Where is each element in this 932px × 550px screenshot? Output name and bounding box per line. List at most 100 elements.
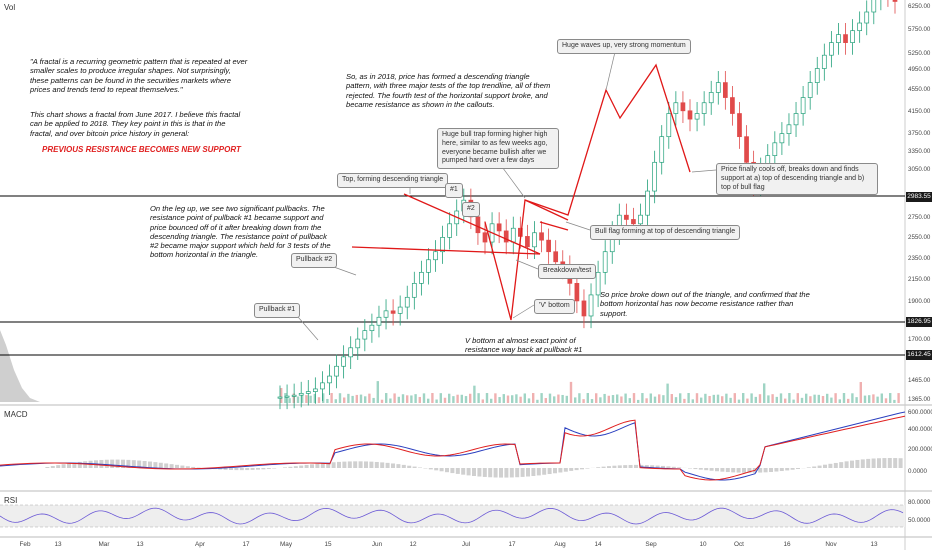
candle-body <box>730 97 735 114</box>
callout-bull-trap: Huge bull trap forming higher high here,… <box>437 128 559 169</box>
volume-bar <box>296 396 300 403</box>
price-tick-label: 3350.00 <box>908 148 931 155</box>
volume-bar <box>477 393 480 403</box>
volume-bar <box>700 397 703 403</box>
volume-bar <box>670 394 673 403</box>
level-tag-1612: 1612.45 <box>906 350 932 360</box>
macd-histogram-bar <box>326 462 331 468</box>
volume-bar <box>637 399 640 403</box>
volume-bar <box>540 393 543 403</box>
volume-bar <box>435 399 438 403</box>
macd-histogram-bar <box>671 466 676 468</box>
macd-histogram-bar <box>882 458 887 468</box>
candle-body <box>744 136 749 163</box>
macd-histogram-bar <box>860 459 865 468</box>
price-tick-label: 2150.00 <box>908 276 931 283</box>
price-tick-label: 2550.00 <box>908 234 931 241</box>
symbol-label: Vol <box>4 3 16 12</box>
macd-histogram-bar <box>358 461 363 468</box>
volume-bar <box>805 393 808 403</box>
macd-histogram-bar <box>347 461 352 468</box>
macd-histogram-bar <box>655 465 660 468</box>
volume-bar <box>725 393 728 403</box>
price-tick-label: 6250.00 <box>908 3 931 10</box>
macd-histogram-bar <box>893 458 898 468</box>
price-tick-label: 3750.00 <box>908 130 931 137</box>
volume-bar <box>511 395 514 403</box>
volume-bar <box>439 393 442 403</box>
macd-histogram-bar <box>720 468 725 472</box>
macd-histogram-bar <box>61 464 66 468</box>
macd-histogram-bar <box>250 468 255 470</box>
macd-histogram-bar <box>137 460 142 468</box>
volume-bar <box>620 396 623 403</box>
macd-histogram-bar <box>844 461 849 468</box>
pointer-waves <box>605 51 616 91</box>
volume-bar <box>784 398 787 403</box>
macd-histogram-bar <box>299 465 304 468</box>
volume-bar <box>876 396 879 403</box>
macd-histogram-bar <box>315 463 320 468</box>
volume-bar <box>855 397 858 403</box>
candle-body <box>779 133 785 144</box>
macd-histogram-bar <box>542 468 547 475</box>
volume-bar <box>666 383 669 403</box>
volume-bar <box>830 397 833 403</box>
macd-histogram-bar <box>56 465 61 468</box>
macd-histogram-bar <box>142 461 147 468</box>
candle-body <box>722 82 728 98</box>
volume-bar <box>683 398 686 403</box>
volume-bar <box>326 398 329 403</box>
macd-histogram-bar <box>553 468 557 474</box>
volume-bar <box>649 393 652 403</box>
macd-histogram-bar <box>223 468 228 470</box>
time-tick-label: 15 <box>324 541 332 548</box>
macd-histogram-bar <box>617 465 622 468</box>
volume-bar <box>897 393 900 403</box>
triangle-top-line <box>403 193 541 255</box>
macd-histogram-bar <box>601 466 606 468</box>
volume-bar <box>754 396 757 403</box>
callout-top-triangle: Top, forming descending triangle <box>337 173 449 188</box>
price-tick-label: 1700.00 <box>908 336 931 343</box>
candle-body <box>800 97 806 114</box>
macd-tick-label: 400.0000 <box>908 426 932 433</box>
macd-histogram-bar <box>817 465 822 468</box>
macd-histogram-bar <box>823 464 827 468</box>
candle-body <box>574 283 580 302</box>
macd-histogram-bar <box>45 467 50 468</box>
macd-histogram-bar <box>812 466 817 468</box>
trendlines <box>291 51 717 341</box>
candle-body <box>475 216 481 234</box>
volume-bar <box>679 393 682 403</box>
macd-histogram-bar <box>407 465 412 468</box>
candle-body <box>383 310 389 318</box>
candle-body <box>624 214 629 220</box>
volume-bar <box>607 395 610 403</box>
macd-histogram-bar <box>499 468 503 478</box>
volume-bar <box>393 393 396 403</box>
candle-body <box>807 82 813 98</box>
macd-histogram-bar <box>331 462 336 468</box>
macd-histogram-bar <box>650 465 655 468</box>
volume-bar <box>519 396 522 403</box>
time-tick-label: Mar <box>98 541 110 548</box>
macd-histogram-bar <box>256 468 260 470</box>
volume-bar <box>506 395 510 403</box>
macd-histogram-bar <box>585 468 590 469</box>
volume-bar <box>775 396 778 403</box>
macd-histogram-bar <box>337 461 341 468</box>
macd-histogram-bar <box>374 461 379 468</box>
candle-body <box>666 113 672 138</box>
candle-body <box>821 54 827 69</box>
macd-histogram-bar <box>131 460 136 468</box>
candle-body <box>426 259 431 273</box>
candle-body <box>532 232 537 248</box>
macd-histogram-bar <box>898 458 903 468</box>
volume-bar <box>544 398 547 403</box>
volume-bar <box>721 396 724 403</box>
price-axis: 6250.00 5750.00 5250.00 4950.00 4550.00 4150.… <box>908 3 932 524</box>
bull-flag-top <box>524 199 569 221</box>
volume-bar <box>527 398 531 403</box>
